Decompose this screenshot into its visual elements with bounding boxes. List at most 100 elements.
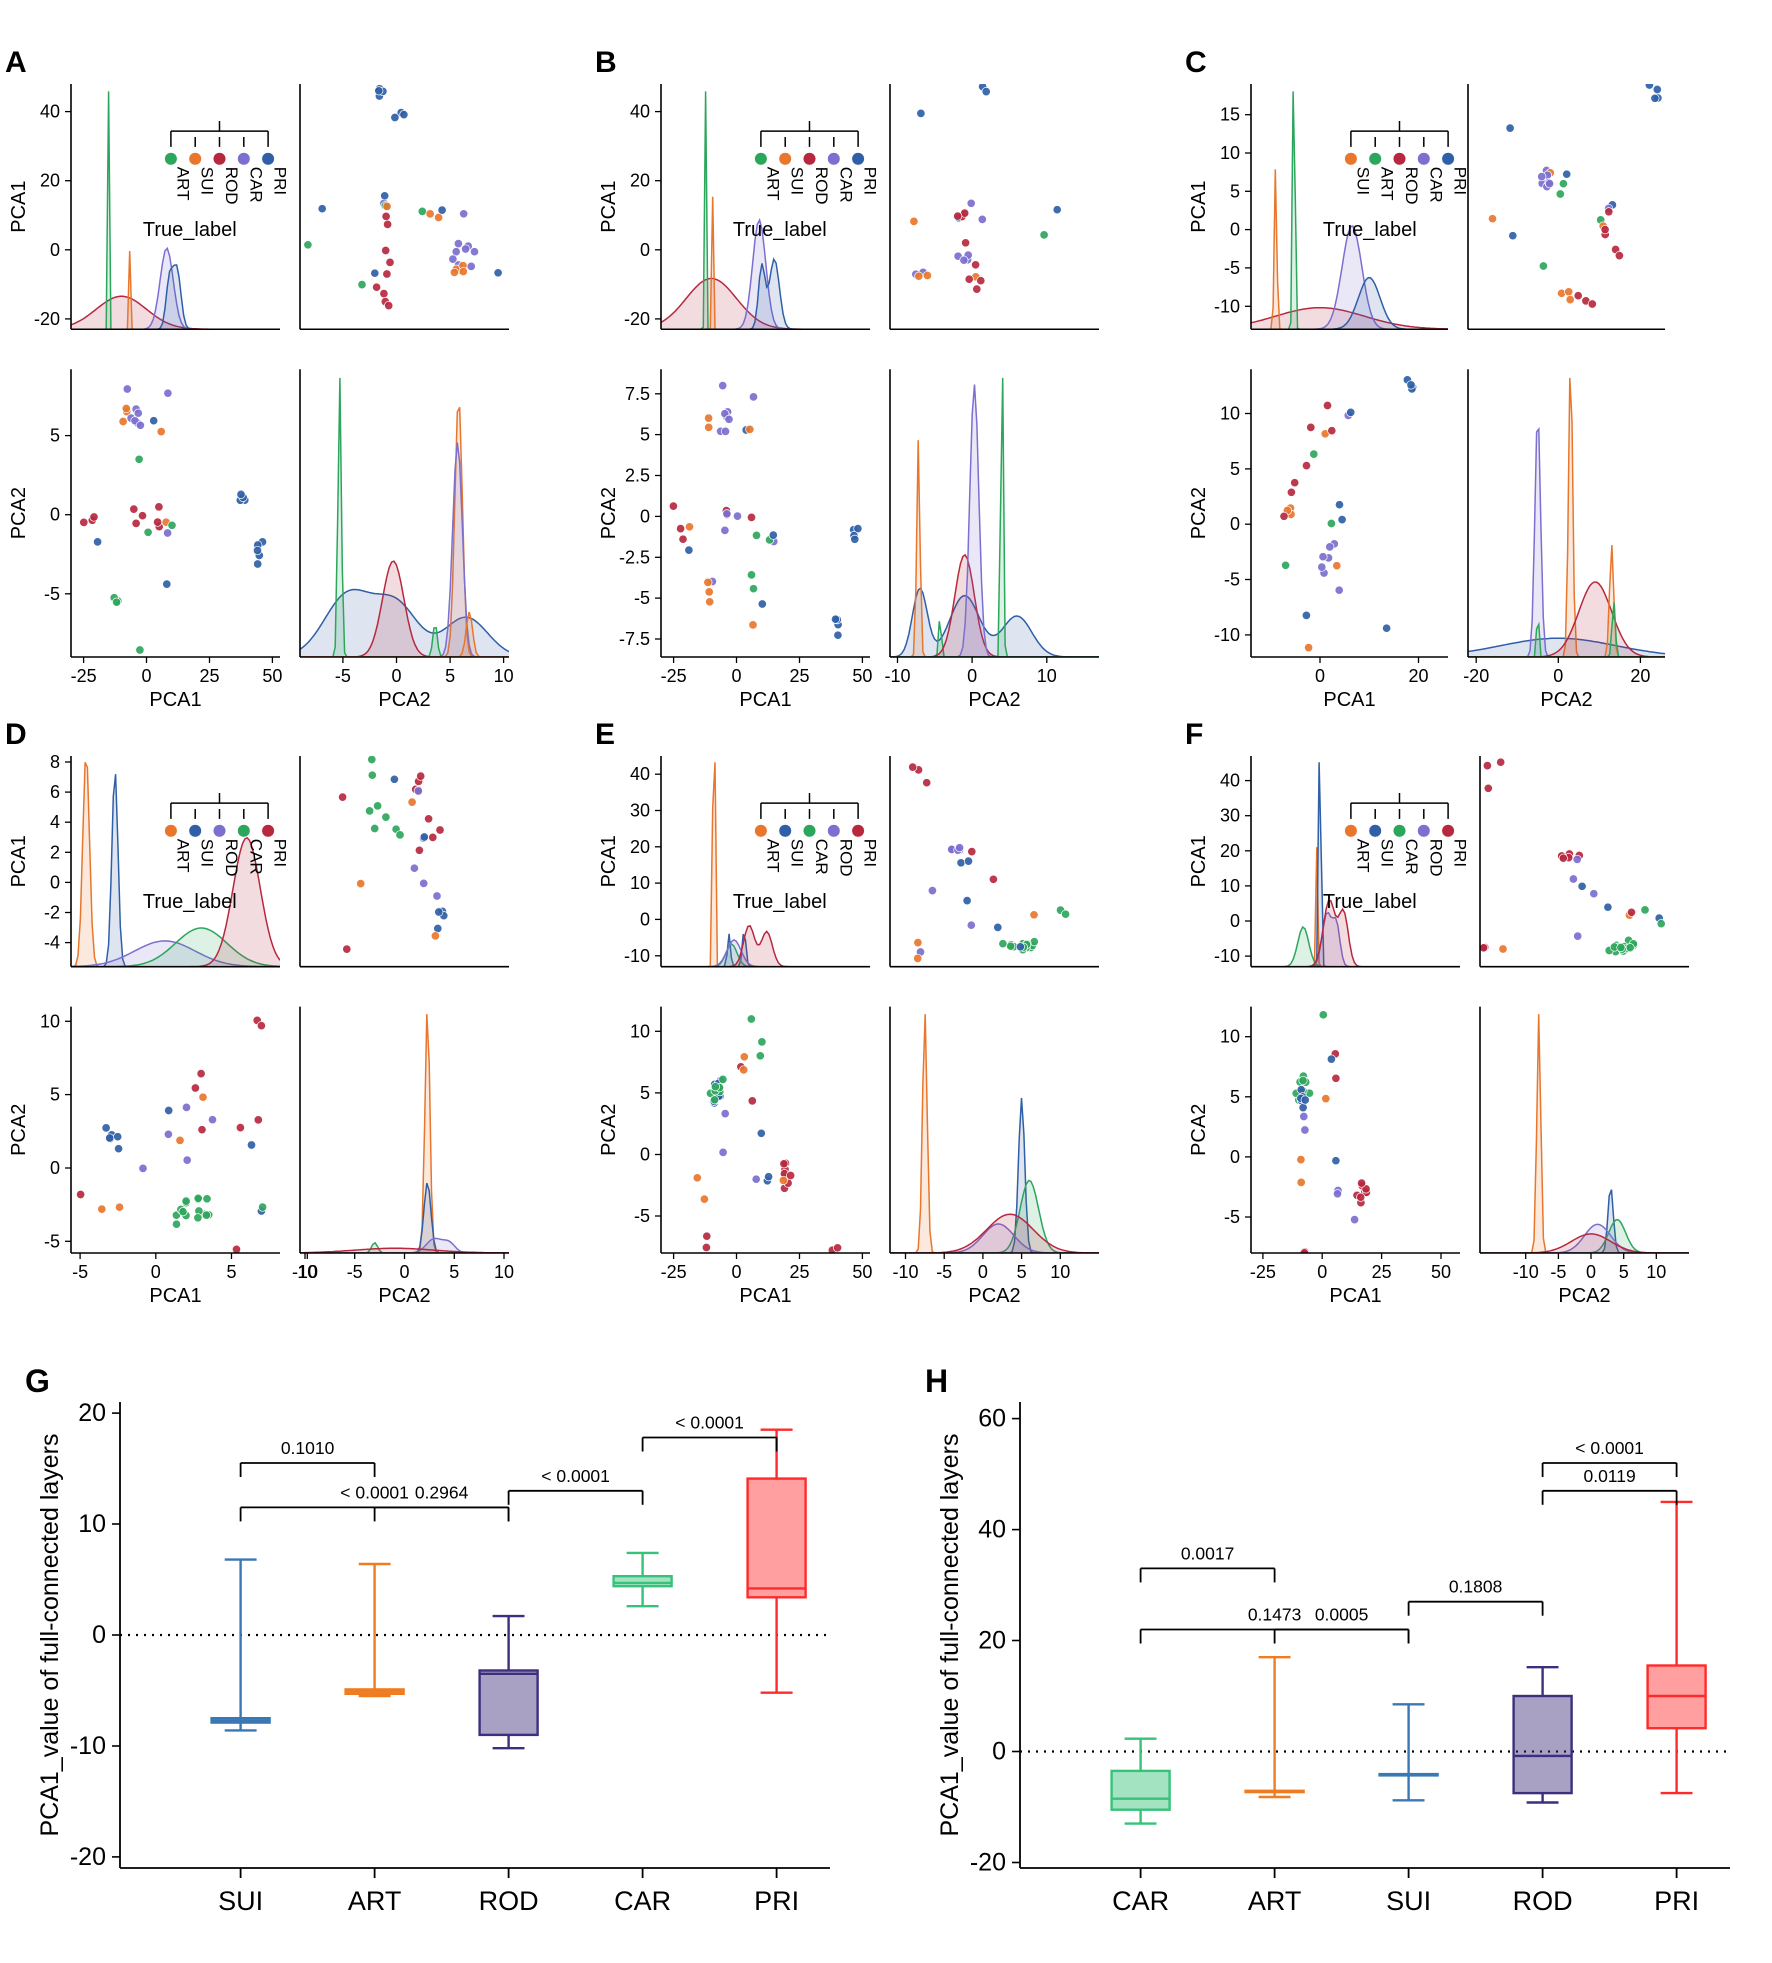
- svg-text:ART: ART: [1353, 839, 1372, 873]
- svg-text:0: 0: [992, 1738, 1006, 1766]
- svg-text:< 0.0001: < 0.0001: [675, 1413, 744, 1433]
- svg-text:PCA2: PCA2: [1558, 1285, 1610, 1307]
- svg-text:PCA1: PCA1: [149, 689, 201, 711]
- svg-text:10: 10: [630, 1021, 650, 1041]
- svg-text:PCA2: PCA2: [378, 689, 430, 711]
- svg-text:0: 0: [640, 909, 650, 929]
- svg-text:-10: -10: [884, 666, 910, 686]
- svg-text:-20: -20: [624, 309, 650, 329]
- svg-text:0: 0: [640, 506, 650, 526]
- svg-text:-5: -5: [44, 1231, 60, 1251]
- svg-text:CAR: CAR: [812, 839, 831, 875]
- svg-text:0: 0: [399, 1262, 409, 1282]
- svg-text:PCA2: PCA2: [1540, 689, 1592, 711]
- svg-text:< 0.0001: < 0.0001: [541, 1466, 610, 1486]
- svg-text:-10: -10: [1214, 625, 1240, 645]
- svg-text:25: 25: [199, 666, 219, 686]
- svg-text:ART: ART: [173, 839, 192, 873]
- svg-text:ROD: ROD: [812, 167, 831, 205]
- svg-text:-25: -25: [661, 1262, 687, 1282]
- svg-text:0.1010: 0.1010: [281, 1438, 335, 1458]
- svg-text:PRI: PRI: [271, 167, 290, 195]
- svg-text:10: 10: [40, 1011, 60, 1031]
- svg-text:-2.5: -2.5: [619, 547, 650, 567]
- svg-text:0: 0: [731, 666, 741, 686]
- svg-text:10: 10: [78, 1510, 106, 1538]
- svg-text:0: 0: [50, 240, 60, 260]
- svg-text:2: 2: [50, 842, 60, 862]
- svg-text:PCA1: PCA1: [1323, 689, 1375, 711]
- svg-text:5: 5: [640, 425, 650, 445]
- svg-text:PCA1: PCA1: [739, 689, 791, 711]
- svg-text:10: 10: [494, 1262, 514, 1282]
- svg-text:30: 30: [1220, 806, 1240, 826]
- svg-text:PCA1: PCA1: [8, 835, 30, 887]
- svg-text:A: A: [5, 46, 27, 79]
- svg-text:10: 10: [1220, 404, 1240, 424]
- svg-text:40: 40: [1220, 771, 1240, 791]
- svg-text:20: 20: [78, 1399, 106, 1427]
- svg-text:PCA2: PCA2: [1188, 487, 1210, 539]
- svg-text:20: 20: [630, 171, 650, 191]
- svg-text:0: 0: [1230, 220, 1240, 240]
- svg-text:SUI: SUI: [1353, 167, 1372, 195]
- svg-text:PCA1: PCA1: [1329, 1285, 1381, 1307]
- svg-text:0: 0: [967, 666, 977, 686]
- svg-text:0.0005: 0.0005: [1315, 1605, 1369, 1625]
- svg-text:PRI: PRI: [754, 1886, 799, 1916]
- svg-text:7.5: 7.5: [625, 384, 650, 404]
- svg-text:0: 0: [1586, 1262, 1596, 1282]
- svg-text:0: 0: [391, 666, 401, 686]
- svg-text:0: 0: [1230, 1147, 1240, 1167]
- svg-text:10: 10: [1220, 1027, 1240, 1047]
- svg-text:25: 25: [789, 1262, 809, 1282]
- svg-text:-10: -10: [892, 1262, 918, 1282]
- svg-text:PRI: PRI: [861, 839, 880, 867]
- svg-text:0: 0: [978, 1262, 988, 1282]
- svg-text:5: 5: [1230, 181, 1240, 201]
- svg-text:-10: -10: [1214, 946, 1240, 966]
- svg-text:PCA2: PCA2: [598, 1104, 620, 1156]
- svg-text:5: 5: [445, 666, 455, 686]
- svg-text:8: 8: [50, 752, 60, 772]
- svg-text:CAR: CAR: [836, 167, 855, 203]
- svg-text:5: 5: [1017, 1262, 1027, 1282]
- svg-text:0: 0: [1315, 666, 1325, 686]
- svg-text:-5: -5: [1550, 1262, 1566, 1282]
- svg-text:40: 40: [978, 1516, 1006, 1544]
- svg-text:4: 4: [50, 812, 60, 832]
- svg-text:20: 20: [978, 1627, 1006, 1655]
- svg-text:CAR: CAR: [1426, 167, 1445, 203]
- svg-text:B: B: [595, 46, 617, 79]
- svg-text:PCA1: PCA1: [8, 180, 30, 232]
- svg-text:40: 40: [630, 764, 650, 784]
- svg-text:-10: -10: [1513, 1262, 1539, 1282]
- svg-text:-25: -25: [661, 666, 687, 686]
- svg-text:25: 25: [1372, 1262, 1392, 1282]
- svg-text:PCA1_value of full-connected l: PCA1_value of full-connected layers: [36, 1433, 64, 1836]
- svg-text:ART: ART: [348, 1886, 402, 1916]
- svg-text:PRI: PRI: [1451, 839, 1470, 867]
- svg-text:CAR: CAR: [1402, 839, 1421, 875]
- svg-text:0.1808: 0.1808: [1449, 1577, 1503, 1597]
- svg-text:G: G: [25, 1363, 50, 1399]
- svg-text:PCA2: PCA2: [968, 689, 1020, 711]
- svg-text:5: 5: [50, 1085, 60, 1105]
- svg-text:ART: ART: [1248, 1886, 1302, 1916]
- svg-text:-5: -5: [936, 1262, 952, 1282]
- svg-text:-25: -25: [1250, 1262, 1276, 1282]
- svg-text:PCA1_value of full-connected l: PCA1_value of full-connected layers: [936, 1433, 964, 1836]
- svg-text:-25: -25: [71, 666, 97, 686]
- svg-text:15: 15: [1220, 105, 1240, 125]
- svg-text:50: 50: [852, 1262, 872, 1282]
- svg-text:PCA1: PCA1: [739, 1285, 791, 1307]
- svg-text:PRI: PRI: [1451, 167, 1470, 195]
- svg-text:SUI: SUI: [788, 839, 807, 867]
- svg-text:0: 0: [640, 240, 650, 260]
- svg-text:5: 5: [449, 1262, 459, 1282]
- svg-text:0: 0: [1230, 911, 1240, 931]
- svg-text:PCA1: PCA1: [598, 180, 620, 232]
- svg-text:PRI: PRI: [1654, 1886, 1699, 1916]
- svg-text:-5: -5: [44, 584, 60, 604]
- svg-text:SUI: SUI: [198, 167, 217, 195]
